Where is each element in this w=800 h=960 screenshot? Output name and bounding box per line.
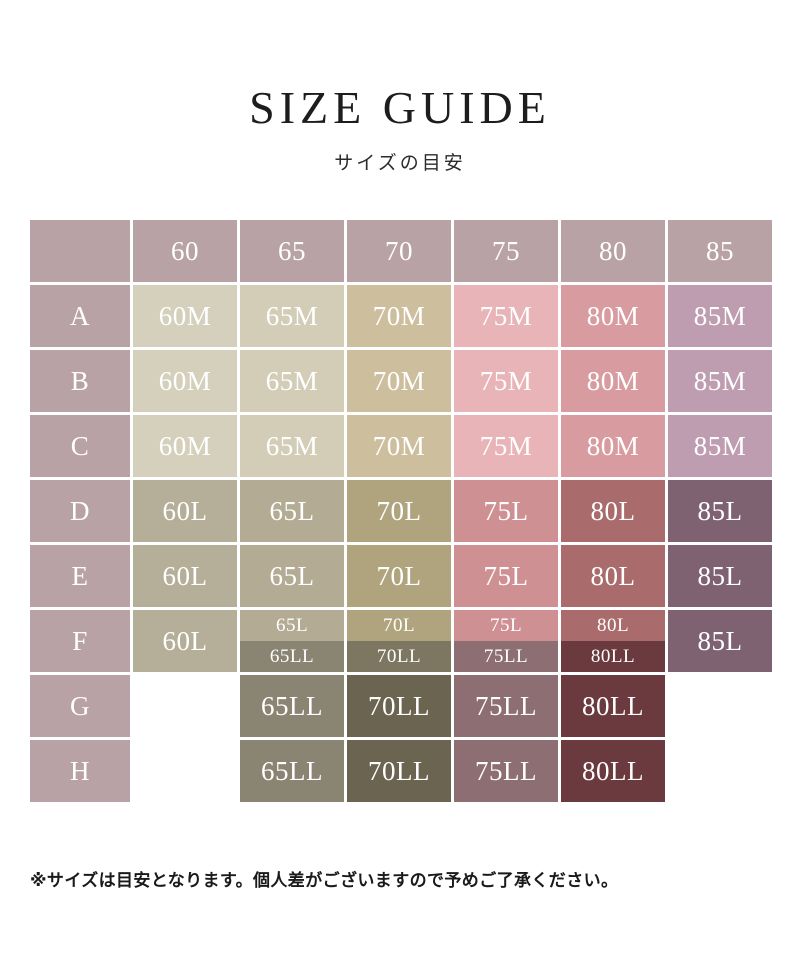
page-subtitle: サイズの目安 — [334, 152, 466, 175]
size-cell-80-G: 80LL — [561, 675, 665, 737]
size-table-wrapper: 60 65 70 75 80 85 A 60M 65M 70M 75M 80M 85M B 60M 65M 7… — [30, 220, 772, 802]
size-cell-65-B: 65M — [240, 350, 344, 412]
size-cell-75-H: 75LL — [454, 740, 558, 802]
size-cell-65-H: 65LL — [240, 740, 344, 802]
column-header-65: 65 — [240, 220, 344, 282]
size-cell-75-D: 75L — [454, 480, 558, 542]
size-cell-70-C: 70M — [347, 415, 451, 477]
column-header-70: 70 — [347, 220, 451, 282]
size-cell-60-F: 60L — [133, 610, 237, 672]
table-row: G 65LL 70LL 75LL 80LL — [30, 675, 772, 737]
table-row: H 65LL 70LL 75LL 80LL — [30, 740, 772, 802]
size-cell-empty-85-G — [668, 675, 772, 737]
table-corner-cell — [30, 220, 130, 282]
size-cell-80-D: 80L — [561, 480, 665, 542]
size-table: 60 65 70 75 80 85 A 60M 65M 70M 75M 80M 85M B 60M 65M 7… — [27, 217, 775, 805]
row-header-F: F — [30, 610, 130, 672]
size-cell-85-C: 85M — [668, 415, 772, 477]
size-cell-80-H: 80LL — [561, 740, 665, 802]
size-cell-75-A: 75M — [454, 285, 558, 347]
size-cell-empty-60-G — [133, 675, 237, 737]
size-cell-60-A: 60M — [133, 285, 237, 347]
row-header-H: H — [30, 740, 130, 802]
size-cell-80-A: 80M — [561, 285, 665, 347]
size-cell-70-D: 70L — [347, 480, 451, 542]
size-cell-70-A: 70M — [347, 285, 451, 347]
table-header-row: 60 65 70 75 80 85 — [30, 220, 772, 282]
row-header-C: C — [30, 415, 130, 477]
size-cell-value-top: 80L — [561, 610, 665, 641]
size-cell-value-bottom: 70LL — [347, 641, 451, 672]
size-cell-80-E: 80L — [561, 545, 665, 607]
size-cell-85-F: 85L — [668, 610, 772, 672]
size-cell-70-H: 70LL — [347, 740, 451, 802]
page-title: SIZE GUIDE — [249, 82, 551, 133]
size-cell-60-D: 60L — [133, 480, 237, 542]
size-cell-75-C: 75M — [454, 415, 558, 477]
size-cell-empty-85-H — [668, 740, 772, 802]
table-row: D 60L 65L 70L 75L 80L 85L — [30, 480, 772, 542]
size-cell-split-80-F: 80L 80LL — [561, 610, 665, 672]
table-row: A 60M 65M 70M 75M 80M 85M — [30, 285, 772, 347]
size-cell-value-bottom: 80LL — [561, 641, 665, 672]
size-cell-85-E: 85L — [668, 545, 772, 607]
size-cell-70-B: 70M — [347, 350, 451, 412]
page-header: SIZE GUIDE サイズの目安 — [0, 0, 800, 175]
column-header-85: 85 — [668, 220, 772, 282]
size-cell-65-A: 65M — [240, 285, 344, 347]
column-header-80: 80 — [561, 220, 665, 282]
row-header-G: G — [30, 675, 130, 737]
size-cell-65-E: 65L — [240, 545, 344, 607]
size-cell-70-E: 70L — [347, 545, 451, 607]
size-cell-75-G: 75LL — [454, 675, 558, 737]
size-cell-75-E: 75L — [454, 545, 558, 607]
table-row: B 60M 65M 70M 75M 80M 85M — [30, 350, 772, 412]
size-table-body: 60 65 70 75 80 85 A 60M 65M 70M 75M 80M 85M B 60M 65M 7… — [30, 220, 772, 802]
column-header-60: 60 — [133, 220, 237, 282]
size-cell-value-bottom: 75LL — [454, 641, 558, 672]
size-cell-65-G: 65LL — [240, 675, 344, 737]
table-row: F 60L 65L 65LL 70L 70LL 75L 75LL 80L 80LL 85L — [30, 610, 772, 672]
size-cell-split-65-F: 65L 65LL — [240, 610, 344, 672]
size-cell-85-A: 85M — [668, 285, 772, 347]
size-cell-80-C: 80M — [561, 415, 665, 477]
size-cell-85-D: 85L — [668, 480, 772, 542]
footnote-text: ※サイズは目安となります。個人差がございますので予めご了承ください。 — [30, 871, 619, 891]
size-cell-60-B: 60M — [133, 350, 237, 412]
row-header-D: D — [30, 480, 130, 542]
table-row: E 60L 65L 70L 75L 80L 85L — [30, 545, 772, 607]
size-cell-value-top: 65L — [240, 610, 344, 641]
size-cell-85-B: 85M — [668, 350, 772, 412]
size-cell-split-70-F: 70L 70LL — [347, 610, 451, 672]
size-cell-60-E: 60L — [133, 545, 237, 607]
size-cell-value-top: 75L — [454, 610, 558, 641]
size-cell-split-75-F: 75L 75LL — [454, 610, 558, 672]
size-cell-80-B: 80M — [561, 350, 665, 412]
column-header-75: 75 — [454, 220, 558, 282]
row-header-A: A — [30, 285, 130, 347]
size-cell-empty-60-H — [133, 740, 237, 802]
size-cell-65-D: 65L — [240, 480, 344, 542]
row-header-B: B — [30, 350, 130, 412]
row-header-E: E — [30, 545, 130, 607]
size-cell-value-bottom: 65LL — [240, 641, 344, 672]
size-cell-value-top: 70L — [347, 610, 451, 641]
table-row: C 60M 65M 70M 75M 80M 85M — [30, 415, 772, 477]
size-cell-60-C: 60M — [133, 415, 237, 477]
size-cell-70-G: 70LL — [347, 675, 451, 737]
size-cell-65-C: 65M — [240, 415, 344, 477]
size-cell-75-B: 75M — [454, 350, 558, 412]
